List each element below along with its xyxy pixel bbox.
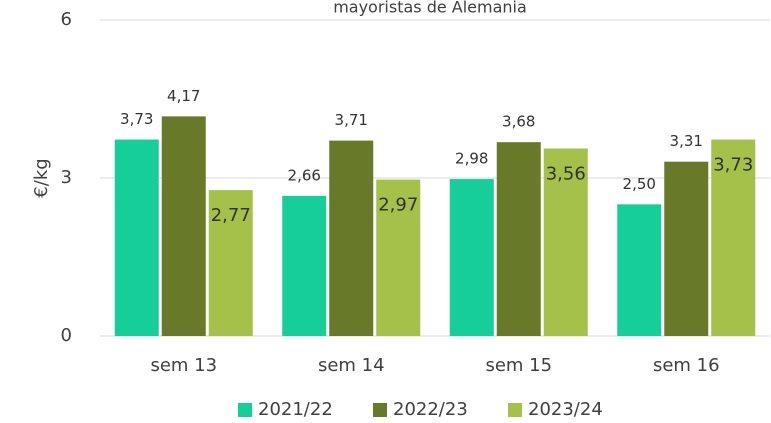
y-axis-label: €/kg [31, 158, 52, 197]
bar [114, 139, 159, 336]
bar [449, 179, 494, 336]
chart-title: mayoristas de Alemania [333, 0, 527, 17]
value-label: 3,68 [502, 113, 535, 131]
value-label: 4,17 [167, 87, 200, 105]
bar [664, 161, 709, 336]
value-label: 2,50 [623, 175, 656, 193]
value-label: 3,31 [670, 132, 703, 150]
x-tick-label: sem 16 [653, 355, 720, 376]
legend-label: 2021/22 [258, 399, 333, 420]
bar [496, 142, 541, 336]
value-label: 3,73 [713, 155, 753, 176]
legend-label: 2023/24 [528, 399, 603, 420]
bar [543, 148, 588, 336]
legend-label: 2022/23 [393, 399, 468, 420]
legend-swatch [508, 403, 522, 417]
legend-swatch [238, 403, 252, 417]
bar [376, 179, 421, 336]
value-label: 2,97 [378, 195, 418, 216]
value-label: 3,71 [335, 111, 368, 129]
x-tick-label: sem 14 [318, 355, 385, 376]
bar [282, 195, 327, 336]
x-tick-label: sem 15 [485, 355, 552, 376]
bar [617, 204, 662, 336]
value-label: 2,98 [455, 150, 488, 168]
bar [711, 139, 756, 336]
value-label: 2,77 [211, 205, 251, 226]
legend-swatch [373, 403, 387, 417]
y-tick-label: 6 [61, 9, 72, 30]
value-label: 3,73 [120, 110, 153, 128]
value-label: 2,66 [288, 166, 321, 184]
x-tick-label: sem 13 [150, 355, 217, 376]
y-tick-label: 3 [61, 167, 72, 188]
y-tick-label: 0 [61, 325, 72, 346]
value-label: 3,56 [546, 164, 586, 185]
bar [208, 190, 253, 336]
bar [161, 116, 206, 336]
bar [329, 140, 374, 336]
